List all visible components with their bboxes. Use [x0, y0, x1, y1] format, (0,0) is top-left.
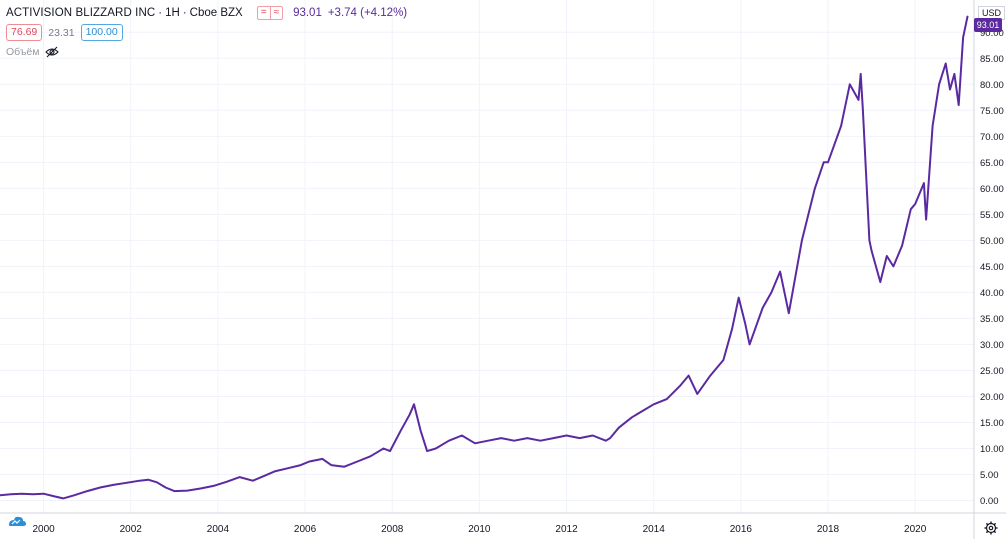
interval-label[interactable]: 1Н	[165, 7, 180, 19]
x-tick-label: 2016	[730, 524, 753, 535]
y-tick-label: 80.00	[980, 80, 1004, 91]
y-tick-label: 40.00	[980, 288, 1004, 299]
price-change: +3.74 (+4.12%)	[328, 7, 407, 19]
y-tick-label: 45.00	[980, 262, 1004, 273]
y-tick-label: 5.00	[980, 470, 999, 481]
y-tick-label: 20.00	[980, 392, 1004, 403]
y-tick-label: 60.00	[980, 184, 1004, 195]
indicator-box-red[interactable]: 76.69	[6, 24, 42, 41]
cloud-logo-icon[interactable]	[6, 510, 28, 532]
y-tick-label: 65.00	[980, 158, 1004, 169]
x-tick-label: 2000	[32, 524, 55, 535]
approx-badge[interactable]: ≈	[270, 6, 284, 20]
x-tick-label: 2002	[120, 524, 143, 535]
last-price-tag: 93.01	[974, 18, 1002, 32]
y-tick-label: 25.00	[980, 366, 1004, 377]
symbol-name[interactable]: ACTIVISION BLIZZARD INC	[6, 7, 155, 19]
volume-label: Объём	[6, 46, 39, 58]
x-tick-label: 2018	[817, 524, 840, 535]
y-tick-label: 50.00	[980, 236, 1004, 247]
header-separator: ·	[158, 7, 162, 19]
y-tick-label: 70.00	[980, 132, 1004, 143]
indicator-mid-value: 23.31	[48, 27, 74, 39]
y-tick-label: 30.00	[980, 340, 1004, 351]
eye-off-icon[interactable]	[45, 46, 59, 58]
y-tick-label: 85.00	[980, 54, 1004, 65]
x-tick-label: 2010	[468, 524, 491, 535]
gear-icon[interactable]	[984, 521, 998, 535]
volume-legend: Объём	[6, 46, 59, 58]
equal-badge[interactable]: =	[257, 6, 270, 20]
y-tick-label: 75.00	[980, 106, 1004, 117]
x-tick-label: 2014	[643, 524, 666, 535]
y-tick-label: 10.00	[980, 444, 1004, 455]
chart-header: ACTIVISION BLIZZARD INC · 1Н · Cboe BZX …	[6, 6, 407, 20]
x-tick-label: 2008	[381, 524, 404, 535]
y-tick-label: 15.00	[980, 418, 1004, 429]
x-tick-label: 2004	[207, 524, 230, 535]
header-separator: ·	[183, 7, 187, 19]
x-tick-label: 2020	[904, 524, 927, 535]
y-tick-label: 35.00	[980, 314, 1004, 325]
y-tick-label: 0.00	[980, 496, 999, 507]
x-tick-label: 2006	[294, 524, 317, 535]
y-tick-label: 55.00	[980, 210, 1004, 221]
exchange-label: Cboe BZX	[190, 7, 243, 19]
last-price: 93.01	[293, 7, 322, 19]
x-tick-label: 2012	[555, 524, 578, 535]
indicator-values: 76.69 23.31 100.00	[6, 24, 123, 41]
comparison-badge[interactable]: = ≈	[257, 6, 283, 20]
indicator-box-blue[interactable]: 100.00	[81, 24, 123, 41]
